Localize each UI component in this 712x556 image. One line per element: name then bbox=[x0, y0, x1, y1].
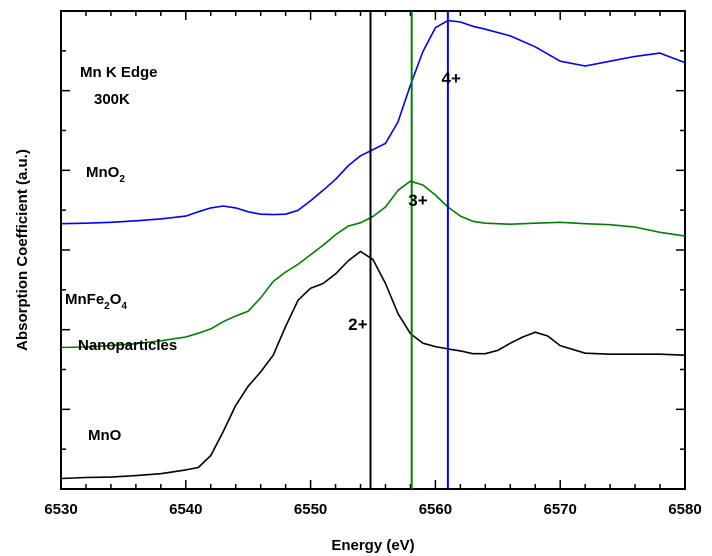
mnfe2o4-label-sub2: 4 bbox=[121, 301, 127, 312]
mno2-label: MnO2 bbox=[86, 164, 125, 185]
edge-title: Mn K Edge bbox=[80, 64, 158, 81]
x-tick-label: 6570 bbox=[544, 501, 577, 518]
mnfe2o4-label-main: MnFe bbox=[65, 291, 104, 308]
mno2-series-line bbox=[60, 19, 686, 225]
y-axis-title: Absorption Coefficient (a.u.) bbox=[14, 149, 31, 351]
x-tick-label: 6580 bbox=[668, 501, 701, 518]
mno-series-line bbox=[60, 250, 686, 480]
oxidation-lines: 2+ 3+ 4+ bbox=[348, 11, 461, 489]
x-tick-label: 6530 bbox=[44, 501, 77, 518]
oxidation-label-3plus: 3+ bbox=[408, 191, 427, 210]
x-tick-label: 6550 bbox=[294, 501, 327, 518]
series-group bbox=[60, 19, 686, 480]
x-tick-label: 6560 bbox=[419, 501, 452, 518]
mno-label: MnO bbox=[88, 427, 122, 444]
mnfe2o4-label-main2: O bbox=[110, 291, 122, 308]
oxidation-label-4plus: 4+ bbox=[441, 69, 460, 88]
mno2-label-sub: 2 bbox=[119, 174, 125, 185]
temperature-label: 300K bbox=[94, 91, 130, 108]
mnfe2o4-label: MnFe2O4 bbox=[65, 291, 127, 312]
x-tick-label: 6540 bbox=[169, 501, 202, 518]
plot-area: 2+ 3+ 4+ bbox=[60, 10, 686, 490]
x-axis-title: Energy (eV) bbox=[331, 537, 414, 554]
nanoparticles-label: Nanoparticles bbox=[78, 337, 177, 354]
oxidation-label-2plus: 2+ bbox=[348, 315, 367, 334]
mnfe2o4-series-line bbox=[60, 180, 686, 349]
x-tick-labels: 6530 6540 6550 6560 6570 6580 bbox=[44, 501, 701, 518]
mnfe2o4-label-sub: 2 bbox=[104, 301, 110, 312]
plot-frame bbox=[60, 10, 686, 490]
axis-ticks bbox=[60, 11, 686, 489]
mno2-label-main: MnO bbox=[86, 164, 120, 181]
